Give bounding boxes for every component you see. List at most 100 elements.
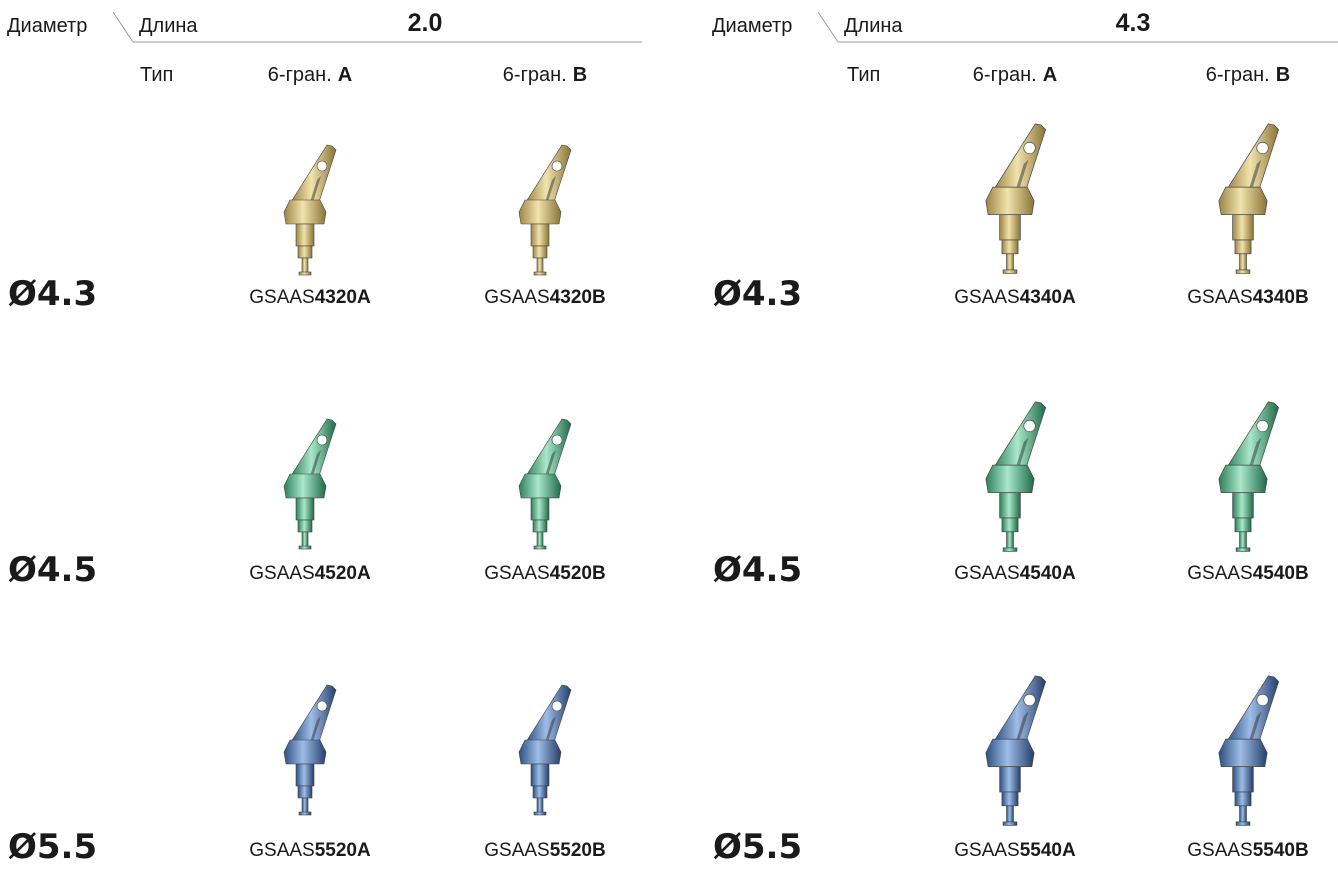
abutment-hole: [316, 700, 328, 712]
abutment-hex: [297, 785, 313, 799]
abutment-collar: [985, 738, 1035, 768]
product-code: GSAAS4520B: [484, 563, 605, 584]
code-prefix: GSAAS: [1187, 563, 1252, 584]
abutment-image: [985, 675, 1047, 826]
abutment-image: [985, 123, 1047, 274]
abutment-neck: [530, 497, 550, 521]
column-letter: B: [573, 64, 587, 86]
abutment-slot: [1248, 437, 1262, 468]
abutment-neck: [1232, 214, 1254, 241]
abutment-hex: [1234, 239, 1252, 255]
abutment-image: [283, 418, 337, 550]
abutment-collar: [985, 186, 1035, 216]
abutment-foot: [298, 271, 312, 276]
abutment-pin: [1239, 253, 1247, 273]
code-prefix: GSAAS: [484, 563, 549, 584]
abutment-hole: [316, 434, 328, 446]
code-prefix: GSAAS: [249, 287, 314, 308]
product-code: GSAAS5540B: [1187, 840, 1308, 861]
abutment-slot: [1248, 159, 1262, 190]
diameter-label: Ø4.3: [713, 274, 802, 314]
abutment-hex: [532, 785, 548, 799]
abutment-image: [518, 418, 572, 550]
abutment-pin: [301, 797, 309, 815]
product-code: GSAAS4320B: [484, 287, 605, 308]
abutment-hex: [532, 245, 548, 259]
column-type: 6-гран.: [1206, 64, 1270, 86]
abutment-neck: [295, 497, 315, 521]
abutment-hole: [1023, 141, 1036, 155]
abutment-pin: [536, 257, 544, 275]
abutment-foot: [298, 811, 312, 816]
product-code: GSAAS4340A: [954, 287, 1076, 308]
code-number: 5520A: [315, 840, 371, 861]
abutment-pin: [301, 257, 309, 275]
column-header: 6-гран. B: [1206, 64, 1290, 86]
abutment-slot: [1015, 159, 1029, 190]
code-prefix: GSAAS: [954, 840, 1019, 861]
abutment-neck: [295, 223, 315, 247]
abutment-hex: [532, 519, 548, 533]
code-number: 4320B: [550, 287, 606, 308]
product-code: GSAAS4340B: [1187, 287, 1308, 308]
abutment-image: [283, 684, 337, 816]
abutment-hole: [551, 160, 563, 172]
diameter-header: Диаметр: [712, 15, 792, 37]
code-number: 4340B: [1253, 287, 1309, 308]
code-prefix: GSAAS: [1187, 840, 1252, 861]
diameter-label: Ø4.3: [8, 274, 97, 314]
abutment-slot: [545, 716, 556, 742]
abutment-hex: [1001, 239, 1019, 255]
abutment-collar: [283, 199, 327, 225]
code-prefix: GSAAS: [1187, 287, 1252, 308]
abutment-foot: [533, 271, 547, 276]
code-prefix: GSAAS: [954, 563, 1019, 584]
code-prefix: GSAAS: [249, 563, 314, 584]
abutment-collar: [1218, 464, 1268, 494]
diameter-label: Ø5.5: [8, 827, 97, 867]
abutment-collar: [518, 199, 562, 225]
column-header: 6-гран. B: [503, 64, 587, 86]
abutment-foot: [1235, 269, 1251, 274]
product-code: GSAAS4320A: [249, 287, 371, 308]
code-prefix: GSAAS: [484, 287, 549, 308]
column-letter: B: [1276, 64, 1290, 86]
code-number: 4540B: [1253, 563, 1309, 584]
length-header: Длина: [139, 15, 198, 37]
abutment-neck: [999, 214, 1021, 241]
abutment-neck: [530, 763, 550, 787]
abutment-collar: [283, 473, 327, 499]
length-header: Длина: [844, 15, 903, 37]
abutment-slot: [1015, 711, 1029, 742]
column-header: 6-гран. A: [973, 64, 1057, 86]
abutment-foot: [298, 545, 312, 550]
abutment-slot: [1248, 711, 1262, 742]
abutment-slot: [545, 450, 556, 476]
length-value: 4.3: [1116, 9, 1151, 37]
abutment-image: [1218, 401, 1280, 552]
abutment-hole: [316, 160, 328, 172]
abutment-pin: [536, 797, 544, 815]
length-value: 2.0: [408, 9, 443, 37]
product-code: GSAAS5520A: [249, 840, 371, 861]
abutment-hole: [1256, 693, 1269, 707]
diameter-header: Диаметр: [7, 15, 87, 37]
header-diagonal: [817, 11, 839, 43]
abutment-collar: [1218, 186, 1268, 216]
column-letter: A: [1043, 64, 1057, 86]
abutment-image: [985, 401, 1047, 552]
column-letter: A: [338, 64, 352, 86]
product-code: GSAAS4540B: [1187, 563, 1308, 584]
abutment-slot: [310, 450, 321, 476]
abutment-pin: [536, 531, 544, 549]
abutment-image: [1218, 123, 1280, 274]
column-header: 6-гран. A: [268, 64, 352, 86]
abutment-hex: [297, 519, 313, 533]
abutment-neck: [530, 223, 550, 247]
code-number: 4540A: [1020, 563, 1076, 584]
abutment-pin: [1239, 805, 1247, 825]
abutment-collar: [518, 473, 562, 499]
abutment-image: [1218, 675, 1280, 826]
abutment-foot: [533, 545, 547, 550]
